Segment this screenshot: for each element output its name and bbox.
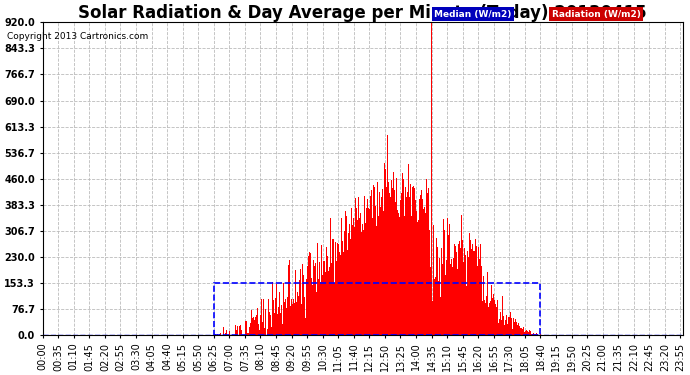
Text: Radiation (W/m2): Radiation (W/m2) [551, 10, 640, 19]
Text: Median (W/m2): Median (W/m2) [434, 10, 512, 19]
Bar [214, 283, 540, 335]
Text: Copyright 2013 Cartronics.com: Copyright 2013 Cartronics.com [7, 32, 148, 41]
Title: Solar Radiation & Day Average per Minute (Today) 20130415: Solar Radiation & Day Average per Minute… [79, 4, 647, 22]
